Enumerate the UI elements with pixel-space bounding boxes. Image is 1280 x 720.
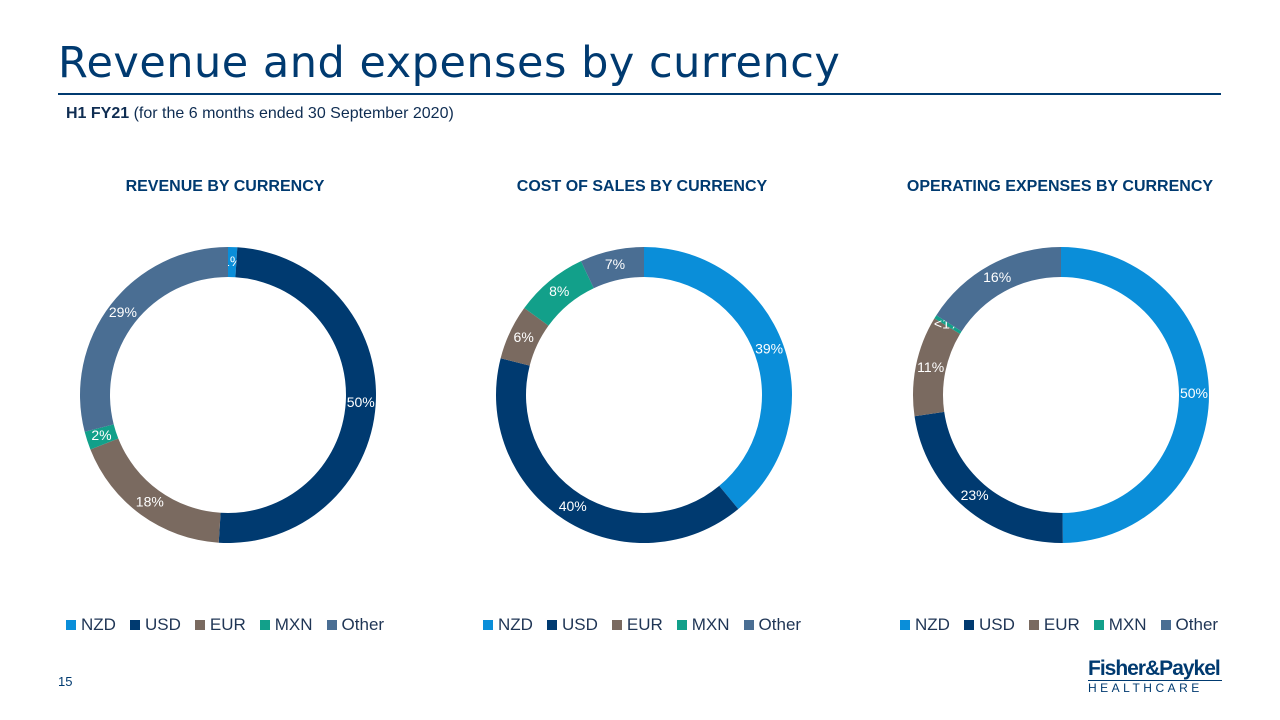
logo-subtitle: HEALTHCARE bbox=[1088, 680, 1222, 694]
legend-item-nzd: NZD bbox=[483, 615, 533, 635]
slice-label-eur: 18% bbox=[136, 493, 164, 509]
legend-item-other: Other bbox=[1160, 615, 1219, 635]
title-divider bbox=[58, 93, 1221, 95]
legend-label-usd: USD bbox=[144, 615, 181, 634]
legend-item-eur: EUR bbox=[611, 615, 663, 635]
legend-swatch-other bbox=[743, 620, 754, 630]
legend-item-nzd: NZD bbox=[66, 615, 116, 635]
legend-label-usd: USD bbox=[561, 615, 598, 634]
slice-usd bbox=[218, 247, 376, 543]
slice-eur bbox=[500, 308, 549, 366]
logo-wordmark: Fisher&Paykel bbox=[1088, 657, 1221, 680]
revenue-chart-title: REVENUE BY CURRENCY bbox=[125, 178, 325, 195]
slice-mxn bbox=[934, 315, 962, 334]
slice-label-mxn: 2% bbox=[91, 427, 111, 443]
page-number: 15 bbox=[58, 674, 73, 689]
legend-item-usd: USD bbox=[129, 615, 181, 635]
legend-swatch-usd bbox=[963, 620, 974, 630]
legend-label-other: Other bbox=[1175, 615, 1219, 634]
slice-label-usd: 23% bbox=[961, 487, 989, 503]
legend-swatch-nzd bbox=[483, 620, 493, 630]
slice-label-nzd: 39% bbox=[755, 341, 783, 357]
legend-swatch-eur bbox=[611, 620, 622, 630]
slice-eur bbox=[913, 318, 961, 417]
slice-nzd bbox=[1061, 247, 1210, 543]
legend-swatch-other bbox=[326, 620, 337, 630]
slice-label-other: 16% bbox=[983, 269, 1011, 285]
slice-mxn bbox=[84, 424, 119, 450]
operating-expenses-chart-title: OPERATING EXPENSES BY CURRENCY bbox=[906, 178, 1214, 195]
legend-item-nzd: NZD bbox=[900, 615, 950, 635]
slice-nzd bbox=[644, 247, 792, 510]
slice-label-eur: 6% bbox=[514, 329, 534, 345]
legend-swatch-other bbox=[1160, 620, 1171, 630]
subtitle-period: H1 FY21 bbox=[66, 105, 130, 122]
legend-swatch-usd bbox=[129, 620, 140, 630]
legend-swatch-nzd bbox=[900, 620, 910, 630]
page-subtitle: H1 FY21 (for the 6 months ended 30 Septe… bbox=[66, 105, 454, 123]
revenue-donut-svg: 1%50%18%2%29% bbox=[79, 247, 376, 543]
legend-item-other: Other bbox=[326, 615, 385, 635]
cost-of-sales-chart-title: COST OF SALES BY CURRENCY bbox=[516, 178, 768, 195]
slice-label-other: 29% bbox=[109, 304, 137, 320]
legend-label-mxn: MXN bbox=[691, 615, 730, 634]
legend-label-nzd: NZD bbox=[498, 615, 533, 634]
legend-item-other: Other bbox=[743, 615, 802, 635]
legend-item-mxn: MXN bbox=[676, 615, 730, 635]
legend-swatch-eur bbox=[194, 620, 205, 630]
legend-swatch-mxn bbox=[259, 620, 270, 630]
cost-of-sales-legend: NZD USD EUR MXN Other bbox=[483, 615, 801, 635]
slice-other bbox=[580, 247, 644, 289]
slice-usd bbox=[914, 411, 1063, 543]
revenue-donut-chart: 1% 50% 18% 2% 29% bbox=[73, 240, 383, 550]
legend-item-usd: USD bbox=[963, 615, 1015, 635]
legend-label-other: Other bbox=[341, 615, 385, 634]
slice-mxn bbox=[524, 261, 594, 326]
operating-expenses-donut-svg: 50%23%11%<1%16% bbox=[913, 247, 1210, 543]
legend-label-nzd: NZD bbox=[915, 615, 950, 634]
revenue-legend: NZD USD EUR MXN Other bbox=[66, 615, 384, 635]
legend-swatch-mxn bbox=[1093, 620, 1104, 630]
legend-item-eur: EUR bbox=[194, 615, 246, 635]
operating-expenses-legend: NZD USD EUR MXN Other bbox=[900, 615, 1218, 635]
slice-other bbox=[936, 247, 1061, 332]
legend-label-other: Other bbox=[758, 615, 802, 634]
slice-label-nzd: 50% bbox=[1180, 385, 1208, 401]
legend-label-nzd: NZD bbox=[81, 615, 116, 634]
legend-item-mxn: MXN bbox=[259, 615, 313, 635]
slice-label-usd: 40% bbox=[559, 498, 587, 514]
legend-swatch-nzd bbox=[66, 620, 76, 630]
legend-label-eur: EUR bbox=[1043, 615, 1080, 634]
slice-usd bbox=[496, 358, 739, 543]
operating-expenses-donut-chart: 50% 23% 11% <1% 16% bbox=[906, 240, 1216, 550]
cost-of-sales-donut-chart: 39% 40% 6% 8% 7% bbox=[489, 240, 799, 550]
page-title: Revenue and expenses by currency bbox=[58, 38, 841, 88]
subtitle-description: (for the 6 months ended 30 September 202… bbox=[129, 105, 454, 122]
legend-item-eur: EUR bbox=[1028, 615, 1080, 635]
slice-nzd bbox=[228, 247, 238, 278]
legend-item-usd: USD bbox=[546, 615, 598, 635]
legend-item-mxn: MXN bbox=[1093, 615, 1147, 635]
legend-label-mxn: MXN bbox=[1108, 615, 1147, 634]
cost-of-sales-donut-svg: 39% 40% 6% 8% 7% bbox=[496, 247, 792, 543]
slice-eur bbox=[90, 438, 221, 543]
legend-label-usd: USD bbox=[978, 615, 1015, 634]
legend-label-eur: EUR bbox=[626, 615, 663, 634]
legend-label-eur: EUR bbox=[209, 615, 246, 634]
slice-label-other: 7% bbox=[605, 256, 625, 272]
slice-label-eur: 11% bbox=[917, 359, 944, 375]
slice-other bbox=[79, 247, 228, 432]
company-logo: Fisher&Paykel HEALTHCARE bbox=[1088, 658, 1228, 694]
slice-label-usd: 50% bbox=[347, 394, 375, 410]
legend-swatch-eur bbox=[1028, 620, 1039, 630]
legend-swatch-usd bbox=[546, 620, 557, 630]
legend-label-mxn: MXN bbox=[274, 615, 313, 634]
slice-label-mxn: 8% bbox=[549, 283, 569, 299]
legend-swatch-mxn bbox=[676, 620, 687, 630]
